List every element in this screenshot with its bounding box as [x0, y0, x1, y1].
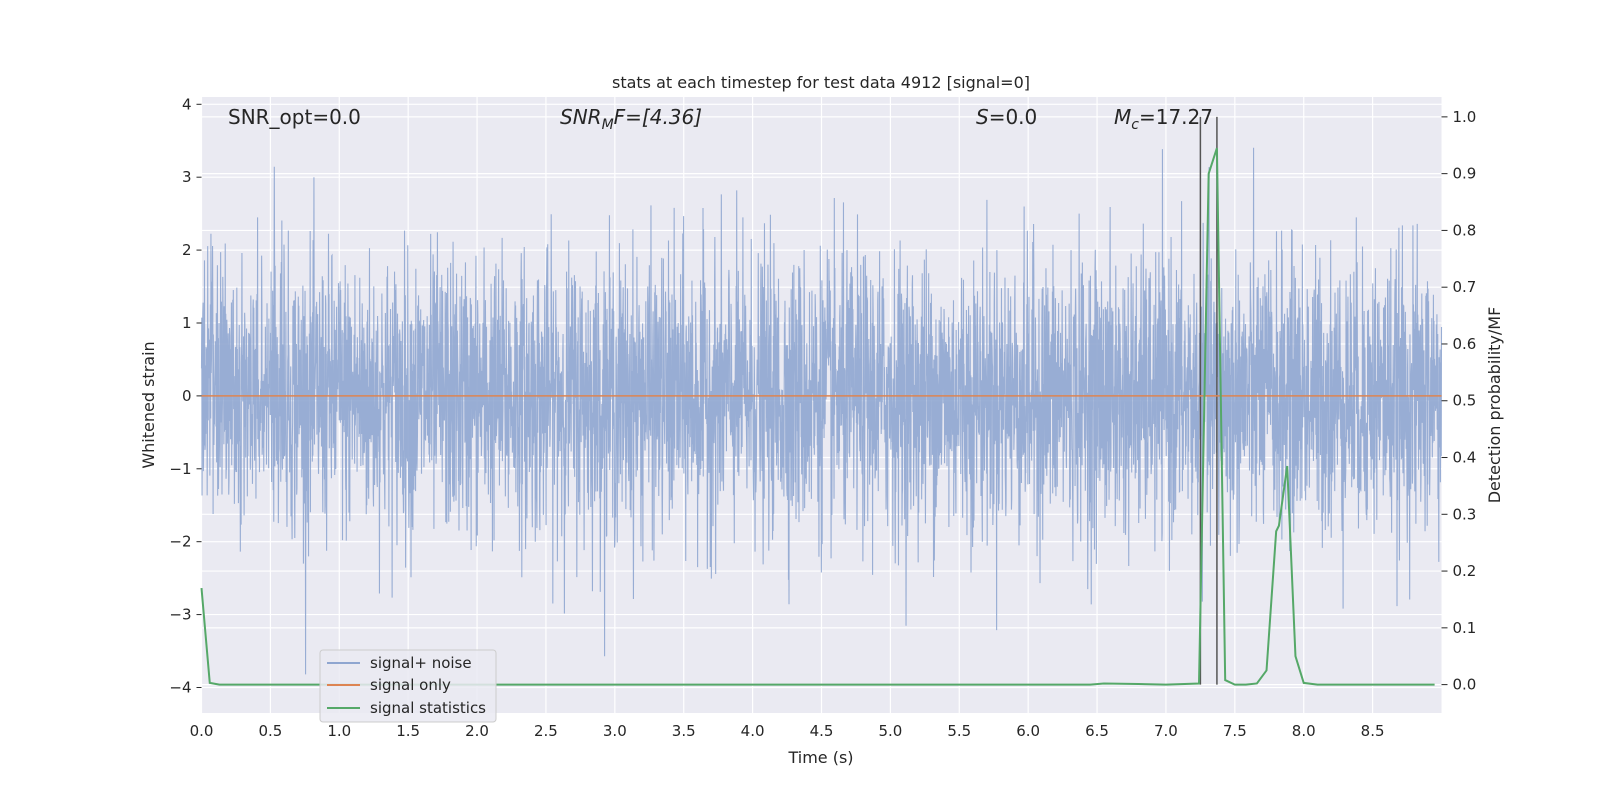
legend-box: [319, 649, 497, 723]
x-tick-label: 3.5: [672, 722, 696, 740]
x-tick-label: 6.5: [1085, 722, 1109, 740]
y-tick-label: 2: [182, 241, 192, 259]
y-right-tick-label: 0.4: [1453, 449, 1477, 467]
x-tick-label: 8.0: [1292, 722, 1316, 740]
y-right-tick-label: 0.5: [1453, 392, 1477, 410]
y-tick-label: 1: [182, 314, 192, 332]
tick-layer: 0.0 0.5 1.0 1.5 2.0 2.5 3.0 3.5 4.0 4.5 5.0 5.5 6.0 6…: [169, 95, 1476, 740]
x-tick-label: 3.0: [603, 722, 627, 740]
y-right-tick-label: 0.2: [1453, 562, 1477, 580]
x-tick-label: 6.0: [1016, 722, 1040, 740]
x-tick-label: 4.0: [741, 722, 765, 740]
annotation-mc: Mc=17.27: [1114, 105, 1213, 133]
x-tick-label: 0.0: [190, 722, 214, 740]
annotation-snr-opt: SNR_opt=0.0: [228, 105, 361, 129]
x-tick-label: 4.5: [810, 722, 834, 740]
y-tick-label: 0: [182, 387, 192, 405]
x-tick-label: 7.5: [1223, 722, 1247, 740]
x-tick-label: 1.5: [396, 722, 420, 740]
y-tick-label: −2: [169, 533, 191, 551]
annotation-snr-mf: SNRMF=[4.36]: [560, 105, 702, 133]
x-tick-label: 5.5: [947, 722, 971, 740]
signal-noise-line: [200, 147, 1443, 675]
x-tick-label: 2.0: [465, 722, 489, 740]
chart-title: stats at each timestep for test data 491…: [612, 73, 1030, 92]
annotation-s: S=0.0: [976, 105, 1037, 129]
legend-label-signal-noise: signal+ noise: [370, 654, 472, 672]
y-right-tick-label: 0.0: [1453, 676, 1477, 694]
y-right-tick-label: 0.8: [1453, 221, 1477, 239]
legend-label-signal-only: signal only: [370, 676, 451, 694]
y-right-tick-label: 0.1: [1453, 619, 1477, 637]
x-axis-label: Time (s): [787, 748, 853, 767]
x-tick-label: 8.5: [1361, 722, 1385, 740]
x-tick-label: 2.5: [534, 722, 558, 740]
y-tick-label: −3: [169, 606, 191, 624]
y-axis-label: Whitened strain: [139, 341, 158, 468]
x-tick-label: 5.0: [878, 722, 902, 740]
y-tick-label: −1: [169, 460, 191, 478]
y-tick-label: −4: [169, 678, 191, 696]
y-tick-label: 4: [182, 95, 192, 113]
y-right-tick-label: 0.6: [1453, 335, 1477, 353]
legend-label-signal-statistics: signal statistics: [370, 699, 486, 717]
y-tick-label: 3: [182, 168, 192, 186]
y-right-tick-label: 0.9: [1453, 165, 1477, 183]
y-right-tick-label: 1.0: [1453, 108, 1477, 126]
y-right-tick-label: 0.3: [1453, 505, 1477, 523]
signal-noise-series: [200, 147, 1443, 675]
x-tick-label: 0.5: [258, 722, 282, 740]
x-tick-label: 1.0: [327, 722, 351, 740]
legend: signal+ noise signal only signal statist…: [319, 649, 497, 723]
x-tick-label: 7.0: [1154, 722, 1178, 740]
y-right-tick-label: 0.7: [1453, 278, 1477, 296]
y-axis-right-label: Detection probability/MF: [1485, 307, 1504, 504]
